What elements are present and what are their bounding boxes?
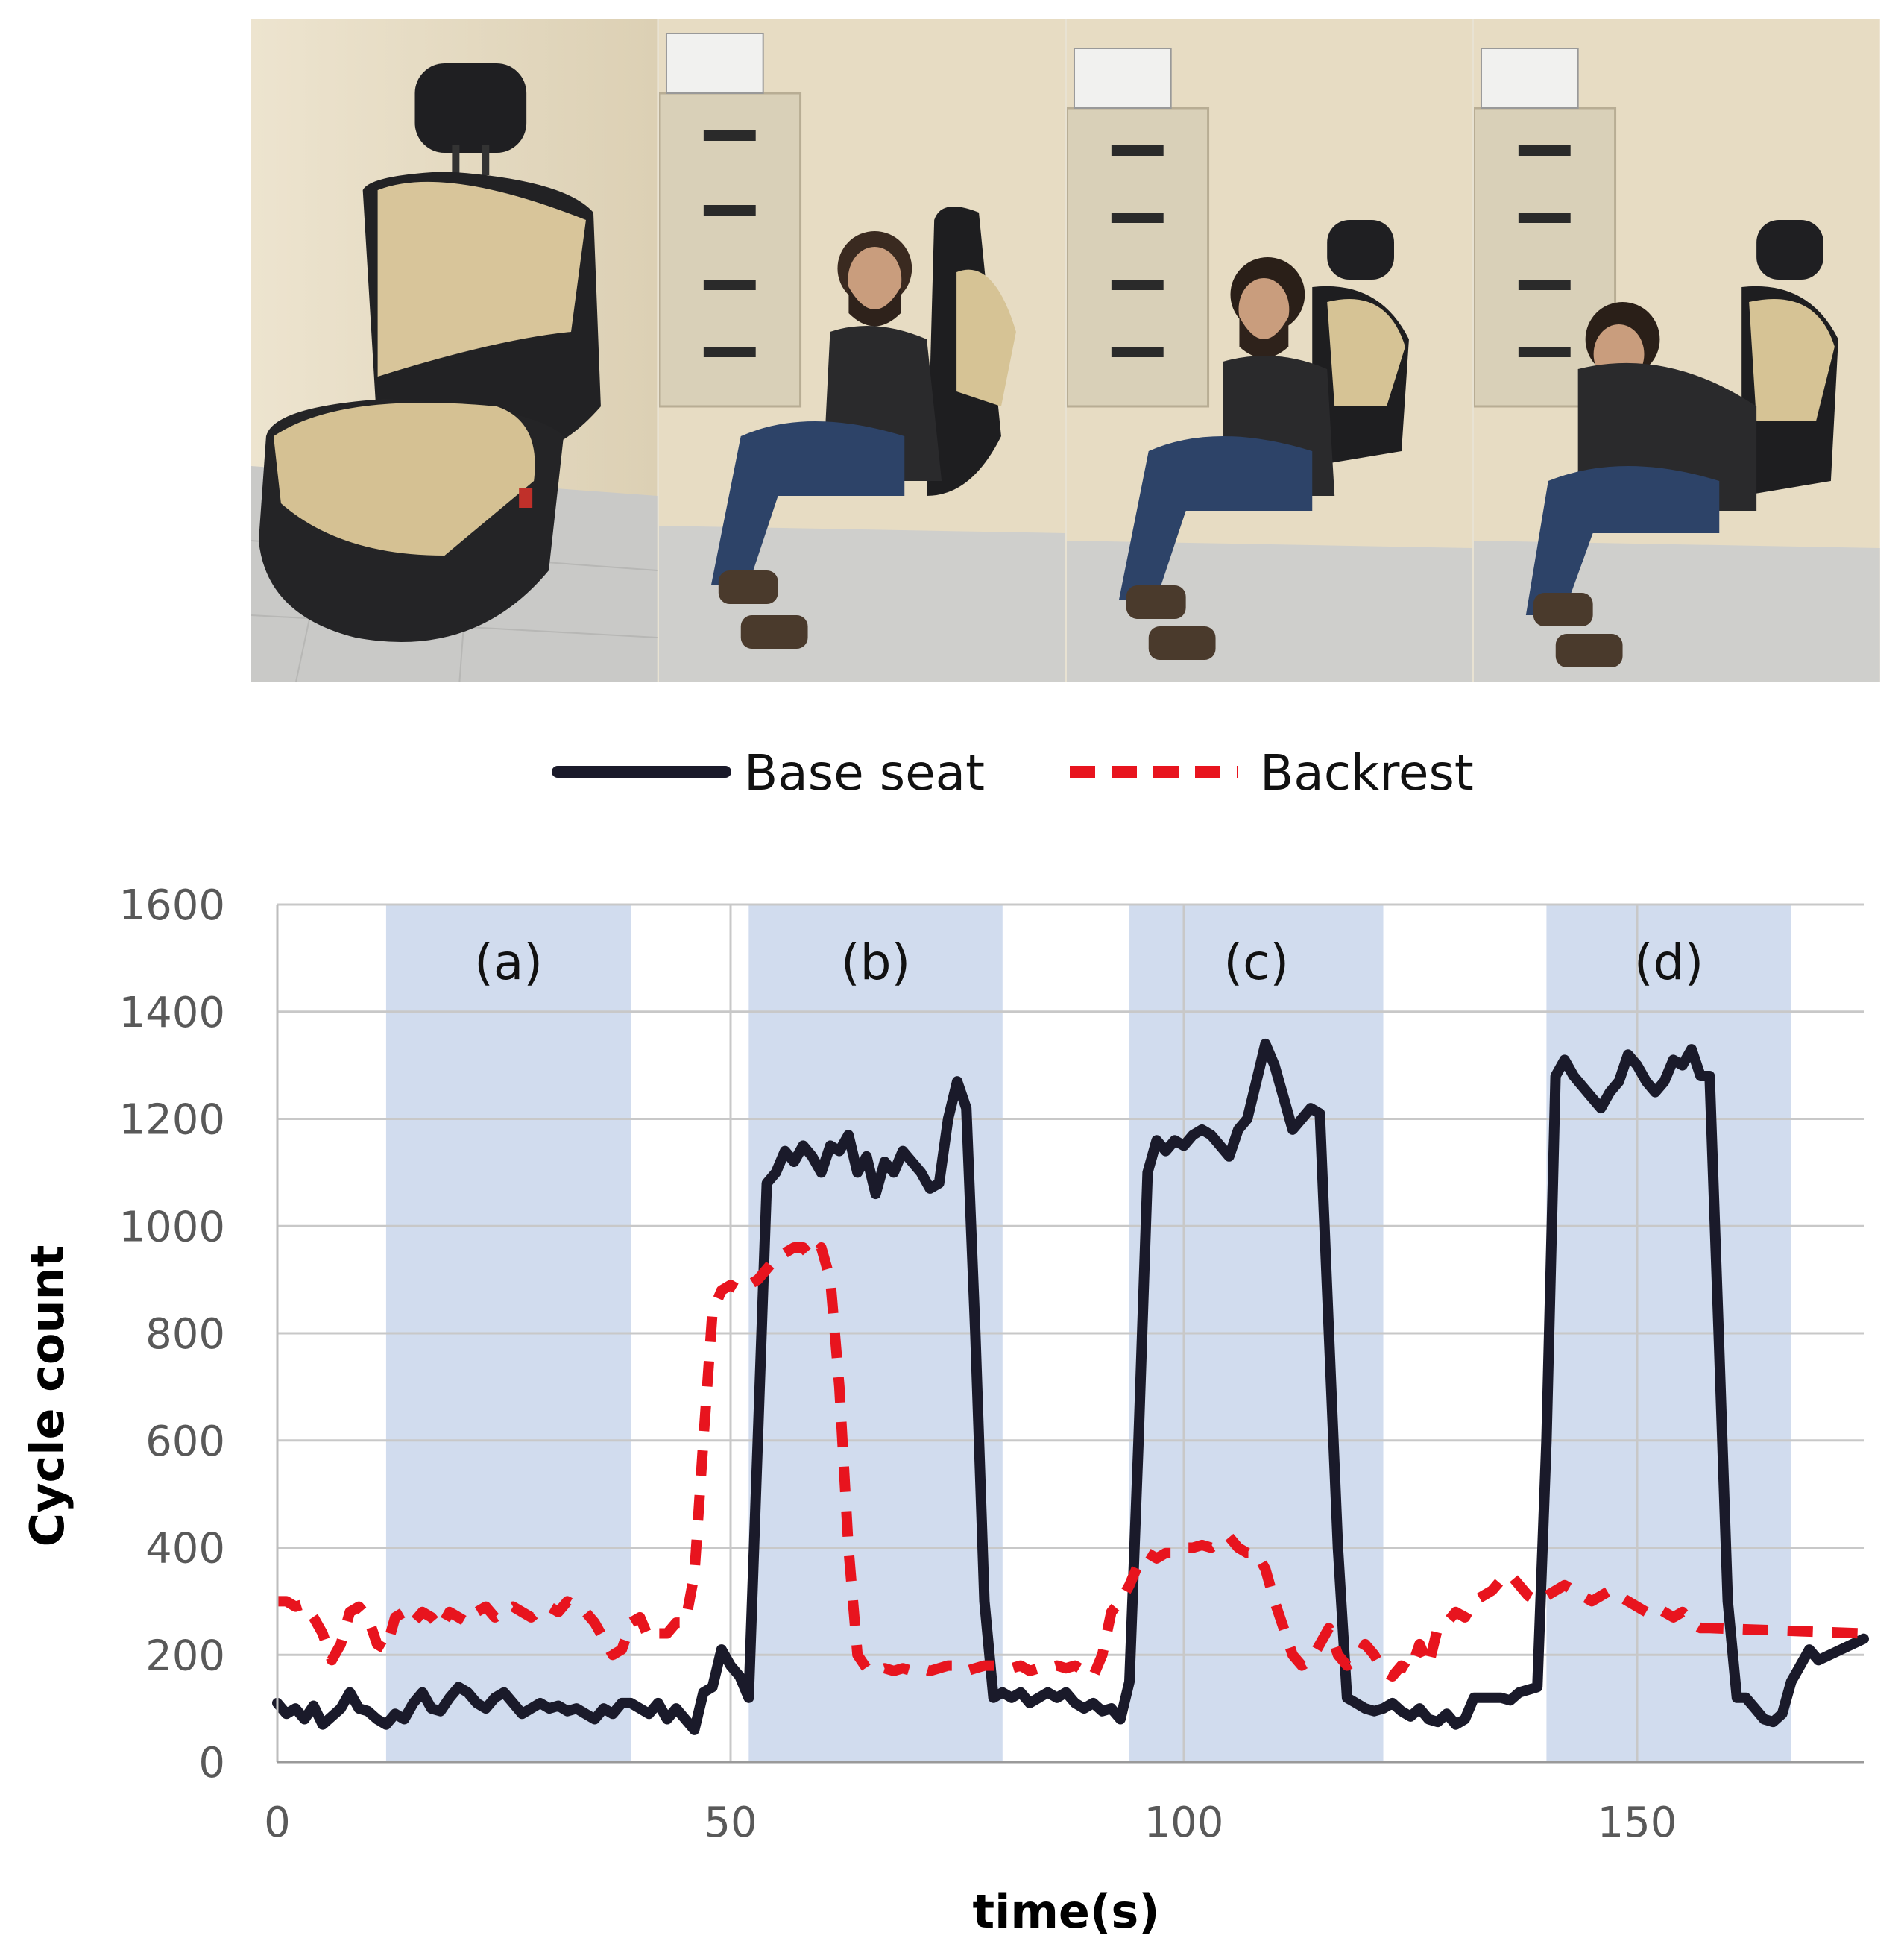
photo-strip xyxy=(251,19,1880,682)
x-tick-label: 0 xyxy=(264,1799,291,1847)
region-label: (a) xyxy=(474,934,543,991)
series-lines xyxy=(272,1038,1869,1735)
series-line-base-seat xyxy=(272,1038,1869,1735)
y-tick-label: 800 xyxy=(145,1310,225,1359)
y-tick-label: 1000 xyxy=(119,1203,225,1251)
leaning-posture-photo xyxy=(1474,19,1880,682)
forward-posture-photo xyxy=(1066,19,1475,682)
empty-seat-photo xyxy=(251,19,659,682)
region-label: (d) xyxy=(1634,934,1703,991)
y-tick-label: 1400 xyxy=(119,989,225,1037)
legend-label: Base seat xyxy=(744,744,985,802)
x-axis-label: time(s) xyxy=(972,1884,1159,1939)
y-axis-label: Cycle count xyxy=(20,1245,75,1547)
y-tick-label: 1200 xyxy=(119,1096,225,1145)
region-label: (c) xyxy=(1223,934,1289,991)
x-tick-label: 100 xyxy=(1144,1799,1224,1847)
y-tick-label: 400 xyxy=(145,1525,225,1573)
grid-lines xyxy=(276,903,1864,1764)
cycle-count-chart: (a) (b) (c) (d) 020040060080010001200140016… xyxy=(20,744,1869,1939)
axes: 0 200 400 600 800 1000 1200 1400 1600 0 50 100 150 xyxy=(119,881,1864,1847)
region-label: (b) xyxy=(841,934,910,991)
y-tick-label: 200 xyxy=(145,1632,225,1680)
x-tick-label: 150 xyxy=(1598,1799,1677,1847)
y-tick-label: 600 xyxy=(145,1418,225,1466)
x-tick-label: 50 xyxy=(704,1799,757,1847)
upright-posture-photo xyxy=(658,19,1067,682)
legend: Base seat Backrest xyxy=(552,744,1474,802)
y-tick-label: 0 xyxy=(198,1739,225,1787)
y-tick-label: 1600 xyxy=(119,881,225,930)
legend-label: Backrest xyxy=(1260,744,1474,802)
series-line-backrest xyxy=(277,1242,1864,1682)
